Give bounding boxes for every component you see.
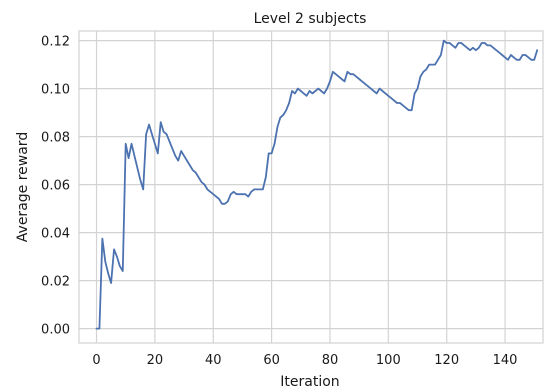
x-tick-label: 80: [322, 353, 339, 368]
y-tick-label: 0.08: [41, 131, 70, 146]
y-tick-label: 0.04: [41, 227, 70, 242]
grid: [79, 31, 543, 343]
x-tick-label: 60: [263, 353, 280, 368]
x-axis-label: Iteration: [280, 374, 339, 390]
x-tick-label: 140: [493, 353, 518, 368]
y-tick-label: 0.06: [41, 179, 70, 194]
y-tick-label: 0.00: [41, 323, 70, 338]
x-tick-label: 0: [92, 353, 100, 368]
x-axis-ticks: 0 20 40 60 80 100 120 140: [92, 353, 517, 368]
x-tick-label: 100: [376, 353, 401, 368]
x-tick-label: 120: [434, 353, 459, 368]
x-tick-label: 20: [147, 353, 164, 368]
chart-title: Level 2 subjects: [254, 11, 367, 27]
plot-frame: [78, 30, 544, 344]
y-tick-label: 0.02: [41, 275, 70, 290]
y-tick-label: 0.10: [41, 83, 70, 98]
series-line: [95, 39, 539, 330]
x-tick-label: 40: [205, 353, 222, 368]
y-tick-label: 0.12: [41, 35, 70, 50]
y-axis-label: Average reward: [15, 132, 31, 242]
y-axis-ticks: 0.00 0.02 0.04 0.06 0.08 0.10 0.12: [41, 35, 70, 338]
